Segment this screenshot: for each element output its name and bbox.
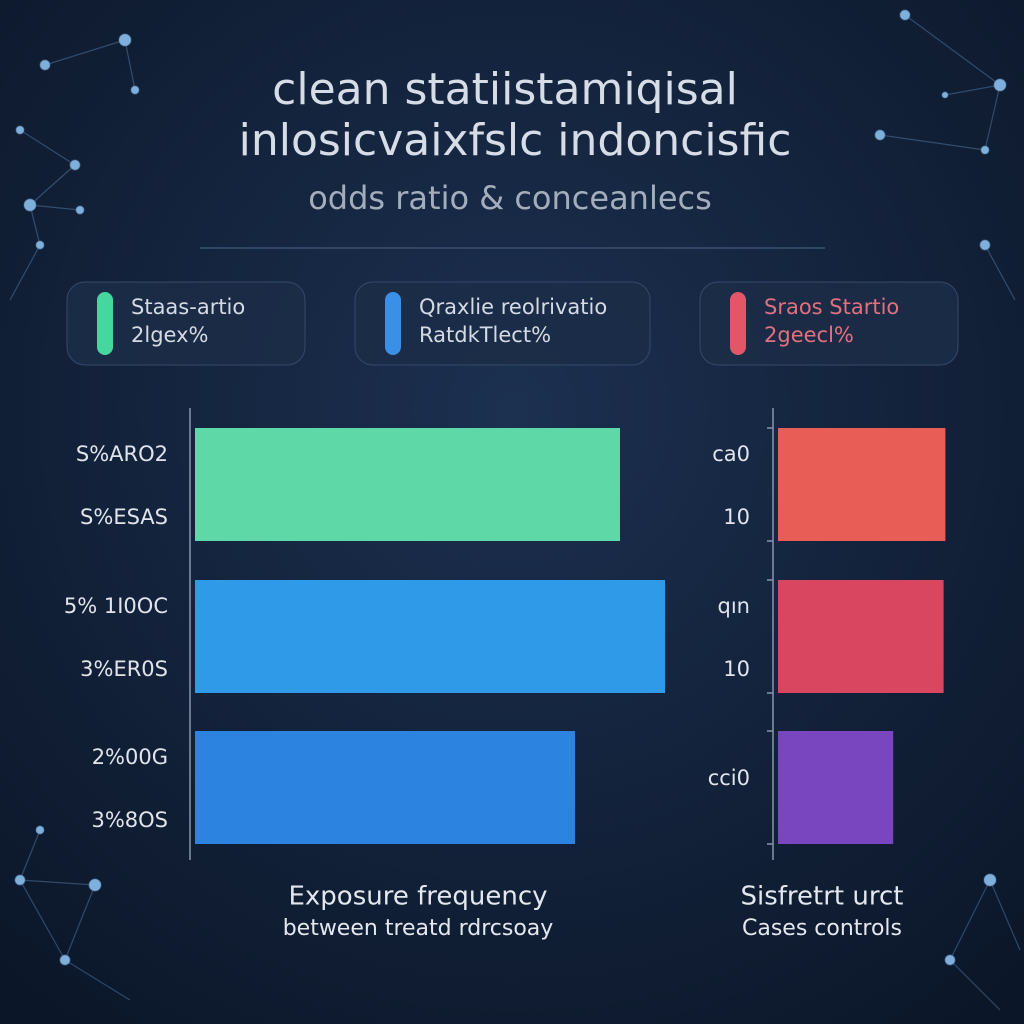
chart-caption: between treatd rdrcsoay	[283, 916, 554, 941]
title-line: inlosicvaixfslc indoncisfic	[239, 115, 792, 166]
title-line: clean statiistamiqisal	[272, 64, 738, 115]
category-sublabel: 3%8OS	[91, 808, 168, 832]
legend-swatch	[385, 292, 401, 355]
chart-caption: Cases controls	[742, 916, 902, 941]
bar	[195, 428, 620, 541]
content: Staas-artio 2lgex% Qraxlie reolrivatio Ratd…	[64, 281, 959, 941]
category-sublabel: 3%ER0S	[80, 657, 168, 681]
chart-caption: Exposure frequency	[288, 882, 547, 912]
bar	[778, 580, 944, 693]
category-label: 5% 1I0OC	[64, 594, 168, 618]
chart-caption: Sisfretrt urct	[741, 882, 904, 912]
bar	[195, 580, 665, 693]
legend-box	[354, 281, 651, 366]
bar	[778, 428, 946, 541]
legend-box	[66, 281, 306, 366]
legend-swatch	[730, 292, 746, 355]
legend-label: Qraxlie reolrivatio	[419, 295, 607, 319]
legend-label: Sraos Startio	[764, 295, 899, 319]
category-sublabel: S%ESAS	[80, 505, 168, 529]
legend-label: Staas-artio	[131, 295, 245, 319]
legend-label: 2lgex%	[131, 323, 208, 347]
network-decoration	[9, 9, 1021, 1011]
legend-box	[699, 281, 959, 366]
legend-label: 2geecl%	[764, 323, 854, 347]
legend-swatch	[97, 292, 113, 355]
category-sublabel: 10	[723, 505, 750, 529]
category-label: ca0	[712, 442, 750, 466]
subtitle: odds ratio & conceanlecs	[308, 179, 712, 217]
legend-label: RatdkTlect%	[419, 323, 551, 347]
bar	[195, 731, 575, 844]
category-label: cci0	[708, 766, 750, 790]
category-label: 2%00G	[92, 745, 168, 769]
category-sublabel: 10	[723, 657, 750, 681]
category-label: S%ARO2	[76, 442, 168, 466]
bar	[778, 731, 894, 844]
category-label: qın	[718, 594, 750, 618]
